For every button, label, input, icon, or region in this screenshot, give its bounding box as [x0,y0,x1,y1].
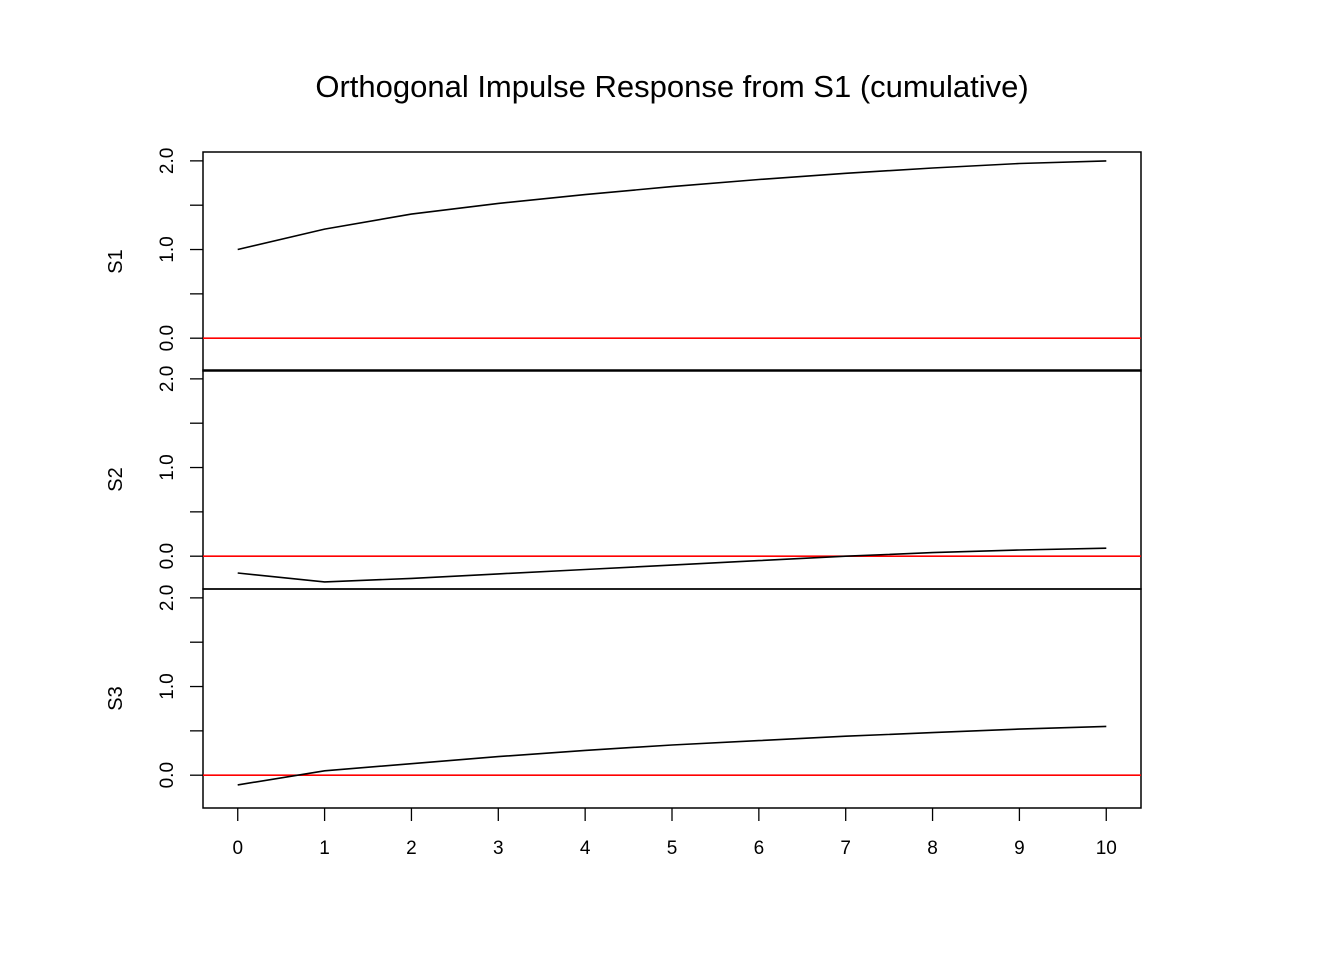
x-tick-label: 7 [840,838,851,859]
series-line-s1 [237,160,1107,251]
x-tick-label: 8 [927,838,938,859]
y-tick-label: 2.0 [157,585,178,611]
y-tick-label: 0.0 [157,543,178,569]
panel-frame [202,151,1142,372]
series-line-s3 [237,725,1107,786]
x-tick-label: 2 [406,838,417,859]
x-tick-label: 1 [319,838,330,859]
x-tick-label: 4 [580,838,591,859]
x-tick-label: 6 [754,838,765,859]
panel-label: S3 [105,686,127,710]
x-tick-label: 5 [667,838,678,859]
x-tick-label: 9 [1014,838,1025,859]
panel-label: S1 [105,249,127,273]
y-tick-label: 2.0 [157,148,178,174]
panels-group: 0.0 1.0 2.0 S1 0.0 1.0 2.0 S2 0.0 1.0 2.0 S3 [105,148,1142,809]
series-line-s2 [237,547,1107,583]
panel-s2: 0.0 1.0 2.0 S2 [105,366,1142,590]
panel-s3: 0.0 1.0 2.0 S3 [105,585,1142,809]
panel-label: S2 [105,467,127,491]
y-tick-label: 0.0 [157,325,178,351]
x-tick-label: 0 [232,838,243,859]
x-tick-label: 10 [1096,838,1117,859]
y-tick-label: 0.0 [157,762,178,788]
y-tick-label: 1.0 [157,454,178,480]
y-tick-label: 1.0 [157,236,178,262]
chart-title: Orthogonal Impulse Response from S1 (cum… [315,69,1028,104]
panel-s1: 0.0 1.0 2.0 S1 [105,148,1142,372]
y-tick-label: 2.0 [157,366,178,392]
x-tick-label: 3 [493,838,504,859]
y-tick-label: 1.0 [157,673,178,699]
x-axis: 0 1 2 3 4 5 6 7 8 9 10 [232,808,1117,859]
